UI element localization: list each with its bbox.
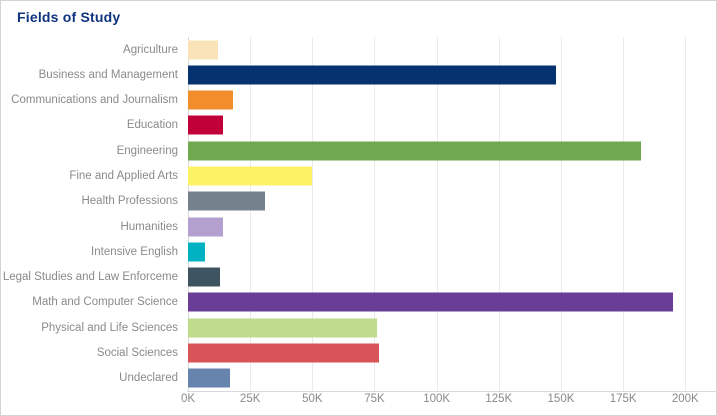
bar-rows: Agriculture Business and Management Commun… [1, 37, 716, 391]
bar[interactable] [188, 267, 221, 287]
x-tick-label: 125K [485, 393, 513, 405]
bar-track [184, 214, 716, 239]
x-tick-label: 100K [423, 393, 451, 405]
bar-row: Education [1, 113, 716, 138]
x-tick-label: 175K [609, 393, 637, 405]
bar[interactable] [188, 318, 377, 338]
category-label[interactable]: Math and Computer Science [32, 296, 178, 309]
bar[interactable] [188, 368, 231, 388]
bar-row: Undeclared [1, 366, 716, 391]
bar-track [184, 366, 716, 391]
bar-row: Engineering [1, 138, 716, 163]
gridline [250, 37, 252, 391]
bar-track [184, 265, 716, 290]
bar-row: Humanities [1, 214, 716, 239]
bar[interactable] [188, 292, 673, 312]
category-label[interactable]: Communications and Journalism [11, 94, 178, 107]
bar-track [184, 189, 716, 214]
y-axis-line [188, 37, 189, 391]
chart-title: Fields of Study [17, 9, 121, 25]
x-tick-label: 200K [671, 393, 699, 405]
category-label[interactable]: Agriculture [123, 43, 178, 56]
gridlines [1, 37, 716, 392]
category-label[interactable]: Humanities [120, 220, 178, 233]
bar-chart: Agriculture Business and Management Commun… [1, 37, 716, 415]
category-label[interactable]: Social Sciences [96, 347, 178, 360]
gridline [374, 37, 376, 391]
category-label[interactable]: Engineering [116, 144, 178, 157]
gridline [436, 37, 438, 391]
bar-track [184, 37, 716, 62]
category-label[interactable]: Education [126, 119, 178, 132]
category-label[interactable]: Legal Studies and Law Enforceme [2, 271, 178, 284]
bar-row: Agriculture [1, 37, 716, 62]
bar[interactable] [188, 343, 380, 363]
x-tick-label: 150K [547, 393, 575, 405]
gridline [623, 37, 625, 391]
category-label[interactable]: Health Professions [81, 195, 178, 208]
x-tick-label: 25K [239, 393, 261, 405]
bar-track [184, 138, 716, 163]
x-axis: 0K 25K 50K 75K 100K 125K 150K 175K 200K [1, 393, 716, 413]
bar-track [184, 290, 716, 315]
x-tick-label: 0K [180, 393, 196, 405]
gridline [560, 37, 562, 391]
bar[interactable] [188, 65, 556, 85]
category-label[interactable]: Business and Management [38, 68, 178, 81]
bar-track [184, 88, 716, 113]
bar[interactable] [188, 115, 223, 135]
bar-track [184, 113, 716, 138]
x-tick-label: 50K [302, 393, 323, 405]
bar-track [184, 340, 716, 365]
bar[interactable] [188, 90, 233, 110]
bar-row: Business and Management [1, 62, 716, 87]
x-tick-label: 75K [364, 393, 385, 405]
bar-track [184, 315, 716, 340]
bar[interactable] [188, 166, 313, 186]
bar-row: Health Professions [1, 189, 716, 214]
gridline [312, 37, 314, 391]
bar-track [184, 62, 716, 87]
bar-row: Legal Studies and Law Enforceme [1, 265, 716, 290]
bar[interactable] [188, 40, 218, 60]
gridline [685, 37, 687, 391]
bar-track [184, 163, 716, 188]
category-label[interactable]: Fine and Applied Arts [69, 170, 178, 183]
bar[interactable] [188, 141, 641, 161]
x-axis-line [187, 391, 716, 392]
category-label[interactable]: Intensive English [91, 245, 178, 258]
bar-row: Fine and Applied Arts [1, 163, 716, 188]
bar-row: Communications and Journalism [1, 88, 716, 113]
bar[interactable] [188, 242, 206, 262]
bar-row: Physical and Life Sciences [1, 315, 716, 340]
bar-track [184, 239, 716, 264]
bar-row: Math and Computer Science [1, 290, 716, 315]
category-label[interactable]: Physical and Life Sciences [41, 321, 178, 334]
bar-row: Intensive English [1, 239, 716, 264]
gridline [498, 37, 500, 391]
category-label[interactable]: Undeclared [119, 372, 178, 385]
bar[interactable] [188, 191, 266, 211]
bar-row: Social Sciences [1, 340, 716, 365]
bar[interactable] [188, 217, 223, 237]
